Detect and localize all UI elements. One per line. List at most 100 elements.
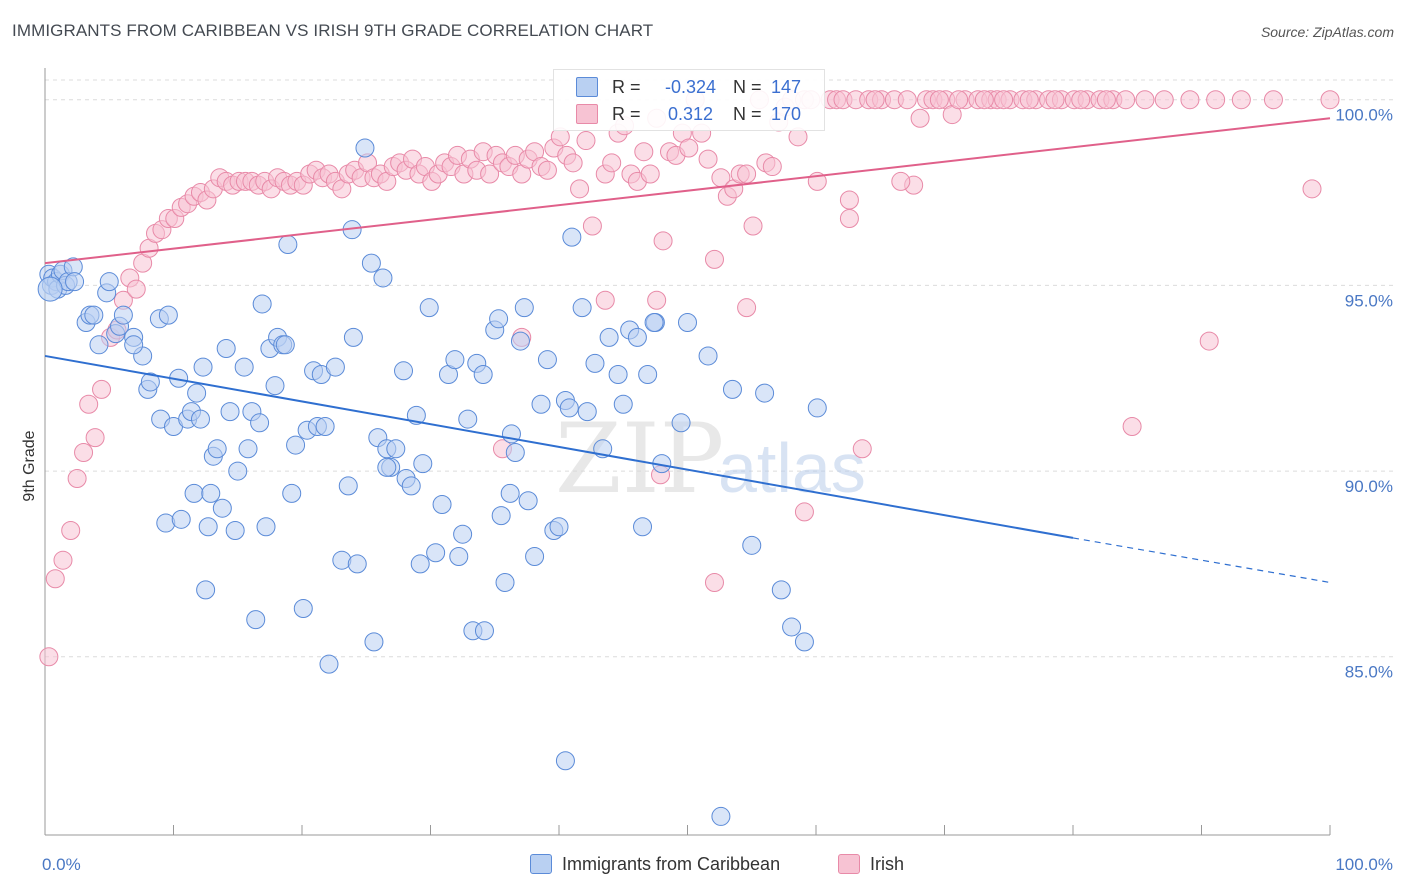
irish-point (891, 171, 911, 191)
irish-point (1116, 90, 1136, 110)
irish-point (634, 142, 654, 162)
irish-point (640, 164, 660, 184)
irish-point (67, 468, 87, 488)
caribbean-point (325, 357, 345, 377)
irish-point (839, 209, 859, 229)
irish-point (1231, 90, 1251, 110)
caribbean-point (293, 598, 313, 618)
caribbean-point (216, 339, 236, 359)
x-tick-label-max: 100.0% (1335, 855, 1393, 874)
axes (44, 68, 1331, 836)
caribbean-point (638, 365, 658, 385)
caribbean-point (234, 357, 254, 377)
caribbean-point (413, 454, 433, 474)
stats-legend: R = -0.324 N = 147 R = 0.312 N = 170 (553, 69, 825, 131)
caribbean-point (187, 383, 207, 403)
irish-point (1071, 90, 1091, 110)
caribbean-point (559, 398, 579, 418)
caribbean-point (394, 361, 414, 381)
y-axis-label: 9th Grade (21, 430, 38, 501)
irish-point (1320, 90, 1340, 110)
caribbean-point (89, 335, 109, 355)
caribbean-point (474, 621, 494, 641)
caribbean-point (401, 476, 421, 496)
caribbean-point (193, 357, 213, 377)
caribbean-point (212, 498, 232, 518)
caribbean-point (613, 394, 633, 414)
caribbean-point (678, 313, 697, 333)
caribbean-point (500, 483, 520, 503)
irish-point (852, 439, 872, 459)
stats-row-irish: R = 0.312 N = 170 (576, 102, 801, 126)
irish-point (582, 216, 602, 236)
caribbean-point (644, 313, 664, 333)
stats-row-caribbean: R = -0.324 N = 147 (576, 75, 801, 99)
n-value: 170 (771, 103, 802, 124)
irish-point (839, 190, 859, 210)
irish-point (653, 231, 673, 251)
legend-swatch-blue (530, 854, 552, 874)
irish-point (974, 90, 994, 110)
caribbean-point (84, 305, 104, 325)
legend-swatch-pink (576, 104, 598, 124)
caribbean-point (627, 327, 647, 347)
irish-point (949, 90, 969, 110)
caribbean-point (585, 353, 605, 373)
caribbean-point (124, 335, 144, 355)
irish-point (537, 160, 557, 180)
irish-point (794, 502, 814, 522)
legend-item-irish[interactable]: Irish (838, 852, 904, 876)
irish-point (602, 153, 622, 173)
caribbean-points (37, 138, 827, 826)
caribbean-point (410, 554, 430, 574)
caribbean-point (225, 520, 245, 540)
irish-points (39, 90, 1340, 667)
irish-point (865, 90, 885, 110)
caribbean-point (250, 413, 270, 433)
trend-lines (44, 117, 1331, 584)
caribbean-point (184, 483, 204, 503)
caribbean-point (361, 253, 381, 273)
y-tick-label: 95.0% (1345, 291, 1393, 310)
irish-point (737, 298, 757, 318)
caribbean-point (246, 610, 266, 630)
caribbean-point (458, 409, 478, 429)
irish-point (480, 164, 500, 184)
caribbean-point (252, 294, 272, 314)
r-label: R = (612, 76, 641, 97)
legend-label-irish: Irish (870, 853, 905, 874)
irish-point (92, 379, 112, 399)
irish-point (595, 290, 615, 310)
irish-point (576, 131, 596, 151)
caribbean-point (140, 372, 160, 392)
irish-point (45, 569, 65, 589)
caribbean-point (599, 327, 619, 347)
caribbean-point (794, 632, 814, 652)
caribbean-point (722, 379, 742, 399)
irish-point (994, 90, 1014, 110)
caribbean-point (572, 298, 592, 318)
irish-point (61, 520, 81, 540)
caribbean-point (99, 272, 119, 292)
irish-point (704, 572, 724, 592)
caribbean-trend-extension (1072, 537, 1331, 584)
caribbean-point (198, 517, 218, 537)
caribbean-point (562, 227, 582, 247)
caribbean-point (489, 309, 509, 329)
caribbean-point (698, 346, 718, 366)
caribbean-point (419, 298, 439, 318)
watermark: ZIP atlas (555, 403, 866, 515)
irish-trend-line (44, 117, 1331, 265)
caribbean-point (505, 443, 525, 462)
y-tick-label: 90.0% (1345, 477, 1393, 496)
caribbean-point (633, 517, 653, 537)
caribbean-point (65, 272, 85, 292)
caribbean-point (510, 331, 530, 351)
irish-point (897, 90, 917, 110)
caribbean-point (275, 335, 295, 355)
irish-point (743, 216, 763, 236)
legend-item-caribbean[interactable]: Immigrants from Caribbean (530, 852, 780, 876)
caribbean-point (373, 268, 393, 288)
caribbean-point (278, 235, 298, 255)
